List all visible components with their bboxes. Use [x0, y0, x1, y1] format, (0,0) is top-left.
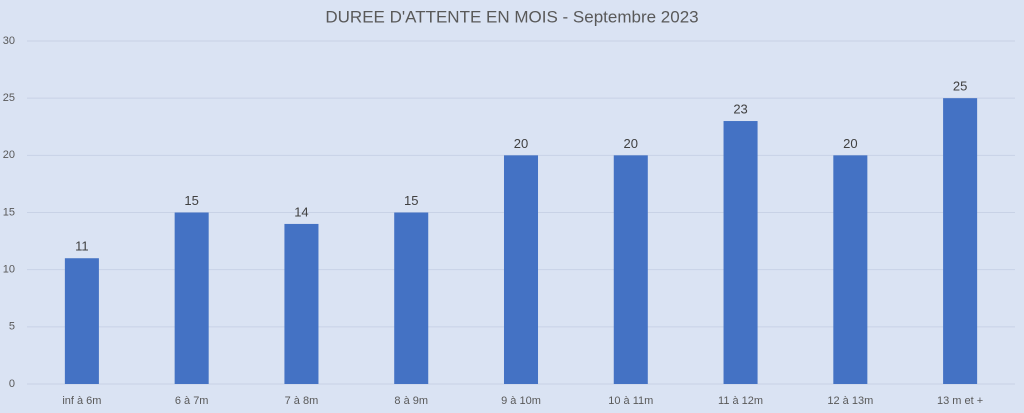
x-tick-label: 11 à 12m — [718, 395, 763, 407]
x-tick-label: inf à 6m — [62, 395, 101, 407]
data-label: 11 — [75, 239, 89, 254]
bar — [613, 155, 648, 384]
bar — [64, 258, 99, 384]
data-label: 23 — [733, 101, 747, 116]
bar — [174, 212, 209, 384]
data-label: 25 — [953, 79, 967, 94]
y-tick-label: 30 — [3, 35, 15, 47]
y-tick-label: 5 — [9, 321, 15, 333]
bar — [503, 155, 539, 384]
y-tick-label: 0 — [9, 378, 15, 390]
x-tick-label: 13 m et + — [937, 395, 983, 407]
x-tick-label: 12 à 13m — [827, 395, 873, 407]
data-label: 20 — [514, 136, 528, 151]
bar — [943, 98, 978, 385]
y-tick-label: 10 — [3, 264, 15, 276]
data-label: 15 — [404, 193, 418, 208]
data-label: 20 — [843, 136, 857, 151]
x-tick-label: 6 à 7m — [175, 395, 209, 407]
x-tick-label: 7 à 8m — [285, 395, 319, 407]
y-tick-label: 25 — [3, 92, 15, 104]
bar — [723, 121, 758, 385]
chart-title: DUREE D'ATTENTE EN MOIS - Septembre 2023 — [325, 7, 698, 26]
x-tick-label: 8 à 9m — [394, 395, 428, 407]
bar — [284, 223, 319, 384]
bar — [833, 155, 868, 384]
data-label: 15 — [184, 193, 198, 208]
x-tick-label: 9 à 10m — [501, 395, 541, 407]
y-tick-label: 20 — [3, 149, 15, 161]
x-tick-label: 10 à 11m — [608, 395, 653, 407]
data-label: 14 — [294, 204, 308, 219]
bar — [394, 212, 429, 384]
data-label: 20 — [624, 136, 638, 151]
y-tick-label: 15 — [3, 206, 15, 218]
